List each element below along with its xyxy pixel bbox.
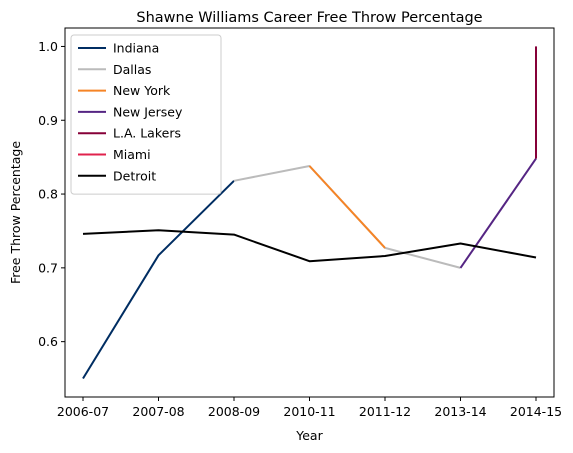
x-tick-label: 2010-11 bbox=[283, 404, 335, 419]
legend-label: Dallas bbox=[113, 62, 151, 77]
y-tick-label: 1.0 bbox=[38, 39, 58, 54]
y-tick-label: 0.8 bbox=[38, 187, 58, 202]
x-axis-label: Year bbox=[295, 428, 323, 443]
y-tick-label: 0.9 bbox=[38, 113, 58, 128]
x-tick-label: 2011-12 bbox=[359, 404, 411, 419]
x-tick-label: 2013-14 bbox=[434, 404, 486, 419]
y-tick-label: 0.6 bbox=[38, 334, 58, 349]
legend-label: Detroit bbox=[113, 168, 156, 183]
x-tick-label: 2006-07 bbox=[57, 404, 109, 419]
legend-label: Indiana bbox=[113, 41, 159, 56]
x-tick-label: 2007-08 bbox=[132, 404, 184, 419]
x-tick-label: 2008-09 bbox=[208, 404, 260, 419]
y-tick-label: 0.7 bbox=[38, 260, 58, 275]
series-line-0 bbox=[83, 181, 234, 379]
x-tick-label: 2014-15 bbox=[510, 404, 562, 419]
series-line-2 bbox=[310, 166, 386, 248]
y-axis-label: Free Throw Percentage bbox=[8, 141, 23, 284]
y-axis: 0.6 0.7 0.8 0.9 1.0 bbox=[38, 39, 65, 349]
legend: Indiana Dallas New York New Jersey L.A. Lake… bbox=[71, 35, 221, 194]
legend-label: New York bbox=[113, 83, 171, 98]
legend-label: Miami bbox=[113, 147, 151, 162]
x-axis: 2006-07 2007-08 2008-09 2010-11 2011-12 2013-… bbox=[57, 397, 562, 419]
series-line-1 bbox=[234, 166, 461, 268]
chart-title: Shawne Williams Career Free Throw Percen… bbox=[136, 10, 482, 26]
legend-label: New Jersey bbox=[113, 104, 183, 119]
legend-label: L.A. Lakers bbox=[113, 126, 181, 141]
